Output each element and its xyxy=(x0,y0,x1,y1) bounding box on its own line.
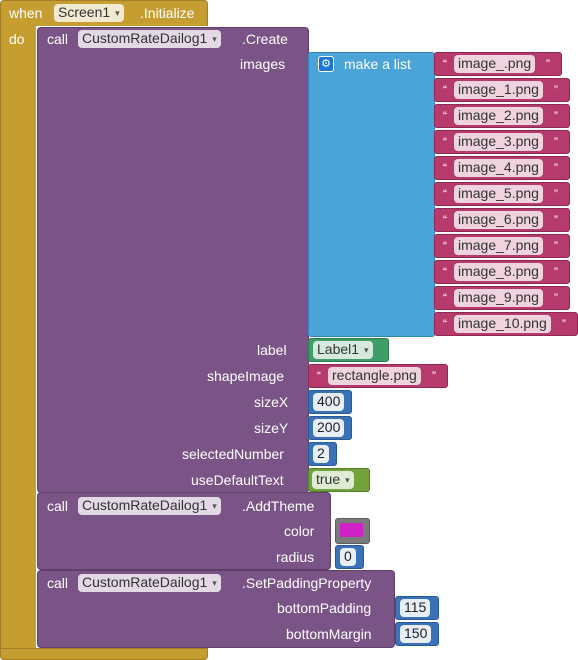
selected-number-value[interactable]: 2 xyxy=(313,445,329,463)
image-filename[interactable]: image_4.png xyxy=(454,159,543,177)
image-filename[interactable]: image_.png xyxy=(454,55,536,73)
open-quote: “ xyxy=(443,135,447,149)
color-swatch[interactable] xyxy=(340,523,363,537)
chevron-down-icon: ▾ xyxy=(212,578,217,588)
close-quote: ” xyxy=(554,109,558,123)
open-quote: “ xyxy=(443,57,447,71)
component-dropdown[interactable]: CustomRateDailog1 ▾ xyxy=(78,497,221,515)
image-filename[interactable]: image_3.png xyxy=(454,133,543,151)
chevron-down-icon: ▾ xyxy=(212,34,217,44)
event-footer xyxy=(0,648,208,660)
param-color: color xyxy=(284,523,315,539)
param-bottommargin: bottomMargin xyxy=(286,626,372,642)
image-filename[interactable]: image_8.png xyxy=(454,263,543,281)
open-quote: “ xyxy=(443,109,447,123)
param-radius: radius xyxy=(276,549,315,565)
open-quote: “ xyxy=(443,265,447,279)
shape-image-value[interactable]: rectangle.png xyxy=(328,367,421,385)
true-dropdown[interactable]: true ▾ xyxy=(312,471,354,489)
open-quote: “ xyxy=(443,161,447,175)
close-quote: ” xyxy=(554,239,558,253)
sizey-value[interactable]: 200 xyxy=(313,419,345,437)
sizex-value[interactable]: 400 xyxy=(313,393,345,411)
close-quote: ” xyxy=(554,265,558,279)
gear-icon[interactable]: ⚙ xyxy=(318,56,334,72)
make-a-list-block[interactable] xyxy=(308,52,435,337)
image-filename[interactable]: image_2.png xyxy=(454,107,543,125)
open-quote: “ xyxy=(443,317,447,331)
image-filename[interactable]: image_10.png xyxy=(454,315,551,333)
close-quote: ” xyxy=(562,317,566,331)
chevron-down-icon: ▾ xyxy=(364,345,369,355)
close-quote: ” xyxy=(554,291,558,305)
close-quote: ” xyxy=(554,135,558,149)
close-quote: ” xyxy=(432,369,436,383)
component-name: CustomRateDailog1 xyxy=(82,30,208,46)
image-filename[interactable]: image_6.png xyxy=(454,211,543,229)
label-component-name: Label1 xyxy=(317,341,360,357)
param-sizex: sizeX xyxy=(254,394,289,410)
open-quote: “ xyxy=(443,187,447,201)
screen-name: Screen1 xyxy=(58,4,111,20)
when-label: when xyxy=(9,5,43,21)
bottom-padding-value[interactable]: 115 xyxy=(400,599,431,617)
do-label: do xyxy=(9,31,25,47)
method-name: .Create xyxy=(242,31,288,47)
open-quote: “ xyxy=(443,83,447,97)
image-filename[interactable]: image_5.png xyxy=(454,185,543,203)
label-component-dropdown[interactable]: Label1 ▾ xyxy=(313,341,373,359)
event-name: .Initialize xyxy=(140,5,195,21)
close-quote: ” xyxy=(554,187,558,201)
close-quote: ” xyxy=(554,83,558,97)
param-bottompadding: bottomPadding xyxy=(277,600,372,616)
open-quote: “ xyxy=(317,369,321,383)
call-label: call xyxy=(47,498,69,514)
image-filename[interactable]: image_1.png xyxy=(454,81,543,99)
open-quote: “ xyxy=(443,291,447,305)
component-name: CustomRateDailog1 xyxy=(82,574,208,590)
call-label: call xyxy=(47,575,69,591)
param-sizey: sizeY xyxy=(254,420,289,436)
component-dropdown[interactable]: CustomRateDailog1 ▾ xyxy=(78,30,221,48)
call-label: call xyxy=(47,31,69,47)
param-shapeimage: shapeImage xyxy=(207,368,285,384)
chevron-down-icon: ▾ xyxy=(115,8,120,18)
close-quote: ” xyxy=(554,213,558,227)
radius-value[interactable]: 0 xyxy=(340,548,356,566)
screen-dropdown[interactable]: Screen1 ▾ xyxy=(54,4,124,22)
method-name: .SetPaddingProperty xyxy=(242,575,372,591)
open-quote: “ xyxy=(443,239,447,253)
make-a-list-label: make a list xyxy=(344,56,411,72)
param-label: label xyxy=(257,342,287,358)
image-filename[interactable]: image_9.png xyxy=(454,289,543,307)
true-value: true xyxy=(316,471,341,487)
component-name: CustomRateDailog1 xyxy=(82,497,208,513)
chevron-down-icon: ▾ xyxy=(345,475,350,485)
close-quote: ” xyxy=(554,161,558,175)
open-quote: “ xyxy=(443,213,447,227)
param-usedefaulttext: useDefaultText xyxy=(191,472,284,488)
component-dropdown[interactable]: CustomRateDailog1 ▾ xyxy=(78,574,221,592)
method-name: .AddTheme xyxy=(242,498,315,514)
param-selectednumber: selectedNumber xyxy=(182,446,284,462)
chevron-down-icon: ▾ xyxy=(212,501,217,511)
close-quote: ” xyxy=(546,57,550,71)
bottom-margin-value[interactable]: 150 xyxy=(400,625,432,643)
image-filename[interactable]: image_7.png xyxy=(454,237,543,255)
param-images: images xyxy=(240,56,286,72)
